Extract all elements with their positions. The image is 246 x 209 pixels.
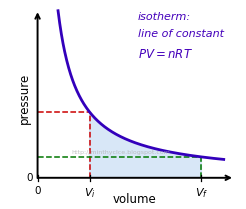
Polygon shape	[90, 112, 201, 178]
Text: volume: volume	[112, 193, 156, 206]
Text: $PV = nRT$: $PV = nRT$	[138, 48, 193, 61]
Text: $V_f$: $V_f$	[195, 186, 208, 200]
Text: line of constant: line of constant	[138, 29, 224, 39]
Text: pressure: pressure	[18, 73, 31, 124]
Text: http://minthyclce.blogspot.com: http://minthyclce.blogspot.com	[71, 150, 170, 155]
Text: 0: 0	[26, 173, 33, 183]
Text: 0: 0	[34, 186, 41, 196]
Text: isotherm:: isotherm:	[138, 12, 191, 22]
Text: $V_i$: $V_i$	[84, 186, 95, 200]
